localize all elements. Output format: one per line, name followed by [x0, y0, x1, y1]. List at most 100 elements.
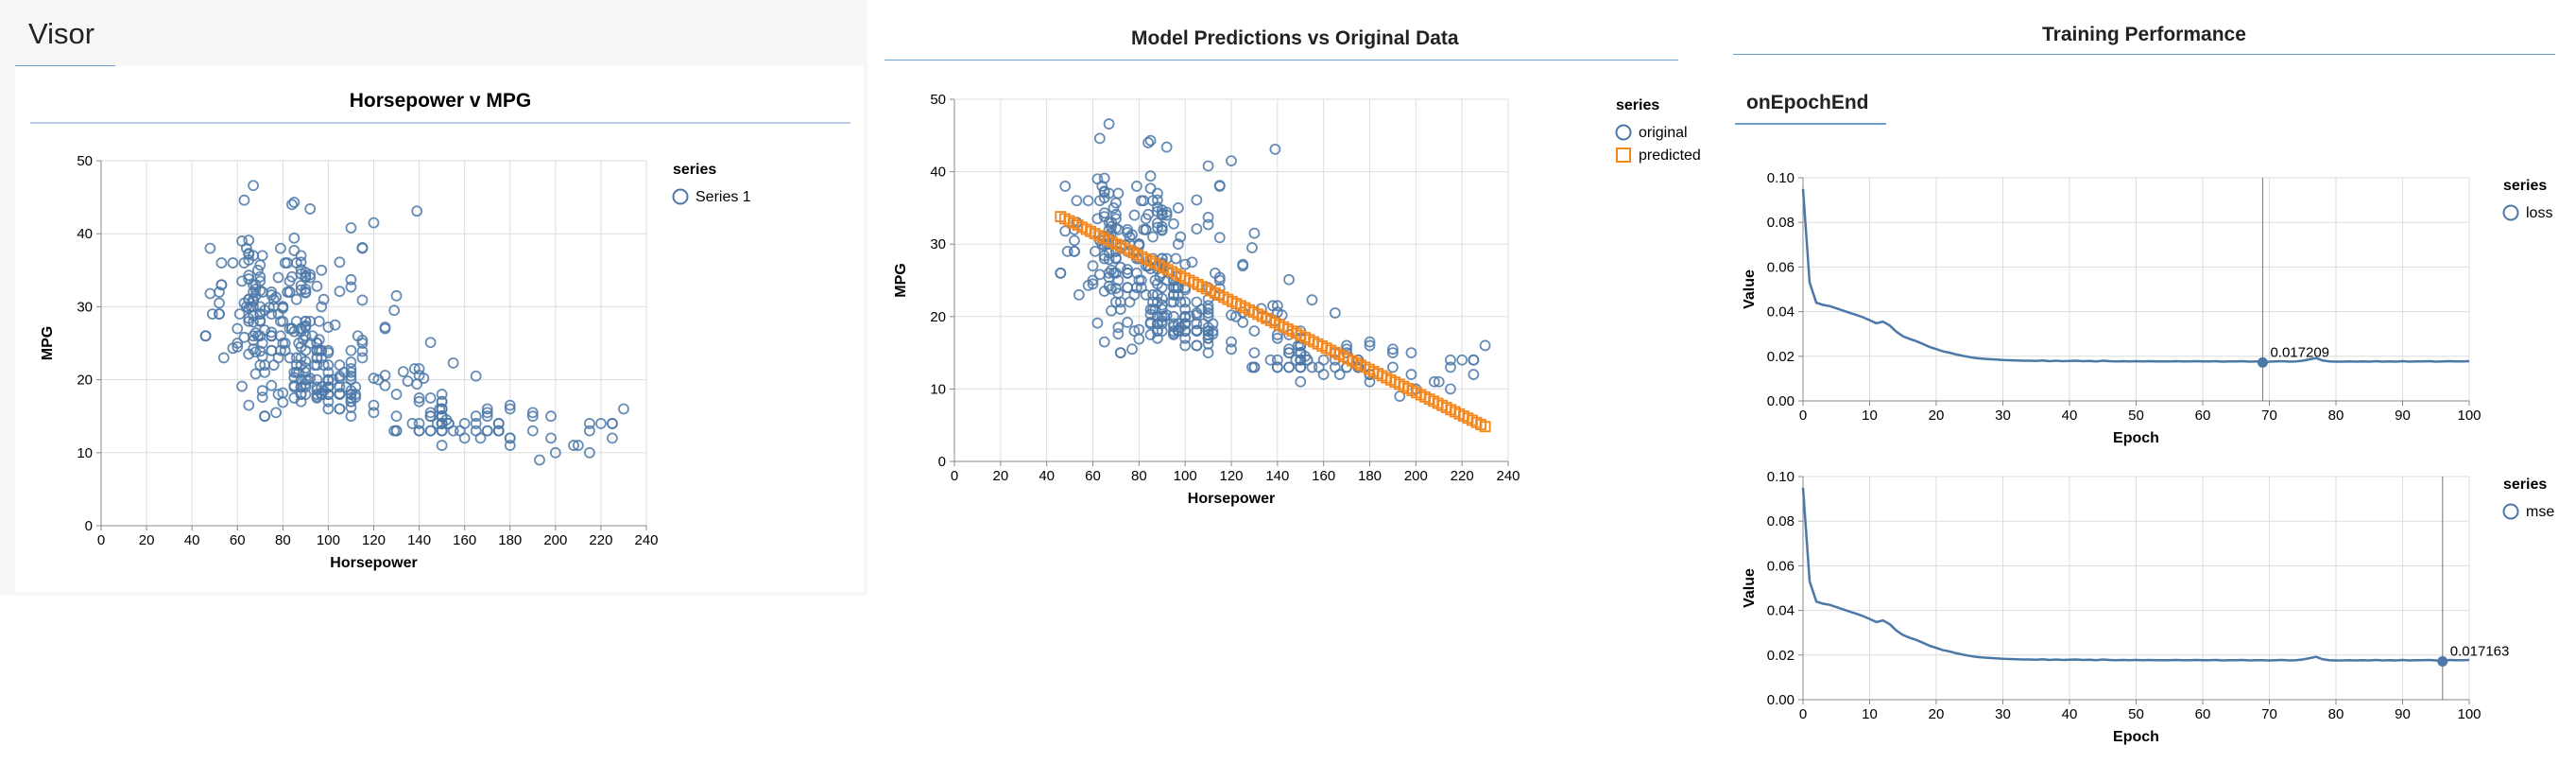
data-point: [316, 264, 328, 276]
data-point: [290, 293, 302, 305]
x-tick-label: 80: [2328, 706, 2344, 722]
data-point: [243, 234, 255, 247]
original-point: [1479, 339, 1491, 352]
data-point: [526, 410, 539, 423]
original-point: [1130, 181, 1142, 192]
original-point: [1069, 245, 1080, 257]
original-point: [1151, 296, 1163, 308]
x-tick-label: 60: [2195, 706, 2211, 722]
original-point: [1096, 181, 1108, 192]
y-tick-label: 10: [930, 381, 946, 397]
y-tick-label: 0.06: [1767, 259, 1795, 275]
data-point: [345, 370, 357, 382]
data-point: [272, 352, 284, 364]
tab-onepochend-underline: [1735, 123, 1886, 125]
data-point: [356, 242, 369, 254]
original-point: [1151, 278, 1163, 290]
data-point: [413, 425, 425, 437]
legend-title: series: [673, 162, 716, 178]
training-title-divider: [1733, 54, 2555, 55]
data-point: [318, 359, 330, 372]
x-tick-label: 40: [184, 532, 200, 548]
x-tick-label: 20: [1929, 706, 1945, 722]
data-point: [345, 344, 357, 356]
data-point: [277, 303, 289, 314]
data-point: [504, 399, 516, 411]
data-point: [322, 403, 335, 415]
data-point: [318, 293, 330, 305]
data-point: [368, 373, 380, 384]
data-point: [243, 248, 255, 260]
data-point: [368, 217, 380, 229]
data-point: [434, 403, 446, 415]
original-point: [1069, 234, 1080, 247]
x-tick-label: 140: [407, 532, 431, 548]
data-point: [272, 389, 284, 400]
original-point: [1124, 231, 1136, 243]
data-point: [286, 270, 298, 283]
original-point: [1106, 304, 1117, 317]
x-tick-label: 50: [2128, 706, 2144, 722]
hover-point[interactable]: [2257, 356, 2268, 368]
x-tick-label: 50: [2128, 408, 2144, 424]
original-point: [1108, 201, 1120, 214]
y-tick-label: 0.10: [1767, 469, 1795, 485]
x-tick-label: 220: [589, 532, 612, 548]
original-point: [1271, 354, 1283, 366]
data-point: [368, 399, 380, 411]
data-point: [298, 334, 309, 346]
data-point: [313, 334, 325, 346]
hover-value-label: 0.017209: [2270, 344, 2329, 360]
original-point: [1179, 311, 1192, 323]
legend-title: series: [1616, 97, 1659, 113]
data-point: [295, 359, 307, 372]
data-point: [436, 395, 448, 408]
data-point: [329, 319, 341, 331]
data-point: [254, 345, 266, 357]
y-tick-label: 20: [77, 373, 93, 389]
data-point: [368, 407, 380, 419]
data-point: [406, 418, 419, 429]
hover-point[interactable]: [2437, 655, 2448, 667]
y-tick-label: 0.08: [1767, 215, 1795, 231]
data-point: [259, 410, 271, 423]
x-tick-label: 90: [2395, 706, 2411, 722]
data-point: [304, 203, 317, 215]
original-point: [1226, 343, 1237, 356]
x-axis-title: Epoch: [2113, 729, 2159, 745]
prediction-panel: Model Predictions vs Original Data 0 20 40…: [869, 0, 1720, 596]
data-point: [266, 379, 278, 391]
x-tick-label: 20: [1929, 408, 1945, 424]
x-tick-label: 160: [453, 532, 476, 548]
original-point: [1191, 194, 1203, 206]
original-point: [1103, 253, 1115, 266]
data-point: [424, 407, 437, 419]
data-point: [204, 287, 216, 300]
x-tick-label: 40: [1039, 468, 1055, 484]
original-point: [1387, 343, 1399, 356]
original-point: [1144, 308, 1157, 321]
x-tick-label: 0: [1799, 706, 1807, 722]
data-point: [236, 275, 248, 287]
data-point: [322, 359, 335, 372]
data-point: [304, 271, 317, 284]
legend-label-series-1: Series 1: [696, 189, 751, 205]
data-point: [256, 385, 268, 397]
data-point: [286, 199, 298, 211]
original-point: [1160, 141, 1173, 153]
data-point: [545, 410, 557, 423]
data-point: [379, 379, 391, 391]
original-point: [1202, 218, 1214, 231]
original-point: [1128, 209, 1141, 221]
original-point: [1283, 343, 1295, 356]
data-point: [340, 381, 352, 393]
data-point: [295, 395, 307, 408]
tab-onepochend[interactable]: onEpochEnd: [1746, 92, 1869, 113]
data-point: [436, 440, 448, 451]
data-point: [397, 366, 409, 378]
data-point: [251, 264, 264, 276]
data-point: [214, 308, 225, 321]
data-point: [282, 286, 294, 298]
data-point: [526, 407, 539, 419]
original-point: [1098, 211, 1110, 222]
